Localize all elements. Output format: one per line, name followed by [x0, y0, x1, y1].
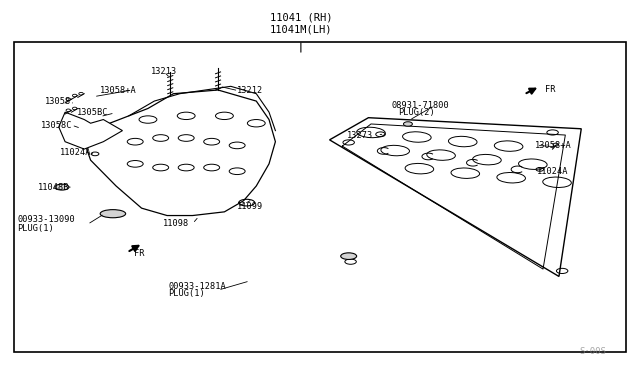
- Ellipse shape: [403, 122, 412, 126]
- Text: 00933-1281A: 00933-1281A: [168, 282, 226, 291]
- Bar: [14, 42, 626, 352]
- Ellipse shape: [100, 210, 125, 218]
- Text: S·00S: S·00S: [580, 347, 607, 356]
- Text: 11098: 11098: [163, 219, 189, 228]
- Text: FR: FR: [545, 85, 556, 94]
- Text: 13212: 13212: [237, 86, 264, 95]
- Text: 13058+A: 13058+A: [100, 86, 137, 94]
- Polygon shape: [330, 118, 581, 276]
- Text: 11024A: 11024A: [537, 167, 568, 176]
- Text: 13213: 13213: [151, 67, 177, 76]
- Text: 11041 (RH)
11041M(LH): 11041 (RH) 11041M(LH): [269, 13, 332, 34]
- Text: PLUG(2): PLUG(2): [397, 108, 435, 118]
- Text: 13058+A: 13058+A: [536, 141, 572, 150]
- Text: PLUG(1): PLUG(1): [168, 289, 205, 298]
- Text: 13273: 13273: [347, 131, 373, 140]
- Text: 11099: 11099: [237, 202, 264, 211]
- Text: 11024A: 11024A: [60, 148, 92, 157]
- Ellipse shape: [340, 253, 356, 260]
- Text: 00933-13090: 00933-13090: [17, 215, 75, 224]
- Text: 11048B: 11048B: [38, 183, 70, 192]
- Text: FR: FR: [134, 249, 145, 258]
- Text: 1305BC: 1305BC: [77, 108, 108, 118]
- Text: PLUG(1): PLUG(1): [17, 224, 54, 233]
- Text: 13058: 13058: [45, 97, 71, 106]
- Text: 13058C: 13058C: [41, 121, 72, 129]
- Text: 08931-71800: 08931-71800: [392, 101, 449, 110]
- Polygon shape: [59, 112, 122, 149]
- Ellipse shape: [55, 184, 69, 190]
